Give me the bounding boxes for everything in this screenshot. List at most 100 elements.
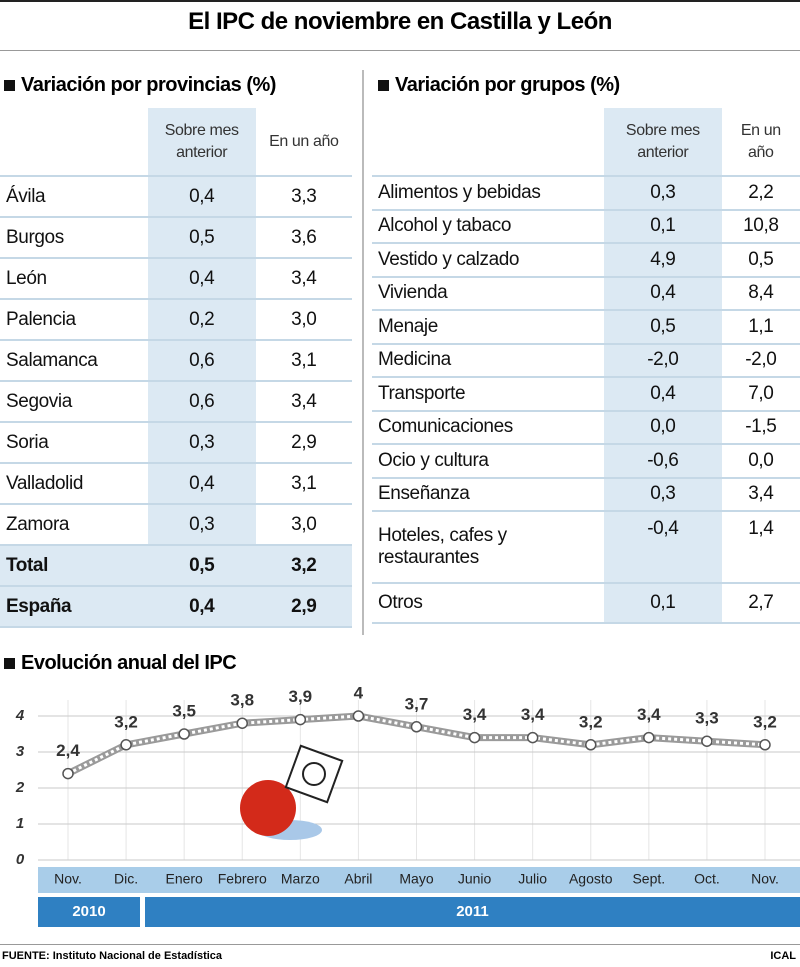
cell-value: 2,9	[255, 422, 352, 464]
table-row: Zamora 0,3 3,0	[0, 504, 352, 546]
cell-value: 1,4	[721, 511, 800, 584]
point	[468, 731, 481, 744]
cell-value: 2,9	[255, 586, 352, 628]
table-row: Menaje 0,5 1,1	[372, 310, 800, 345]
title: El IPC de noviembre en Castilla y León	[188, 8, 612, 35]
cell-value: 0,4	[604, 377, 722, 412]
point	[526, 731, 539, 744]
row-label: Valladolid	[0, 463, 148, 505]
table-row: Transporte 0,4 7,0	[372, 377, 800, 412]
cell-value: 3,4	[721, 477, 800, 512]
cell-value: 1,1	[721, 310, 800, 345]
point	[585, 739, 597, 751]
section-heading: Variación por grupos (%)	[378, 74, 620, 97]
cell-value: 0,5	[721, 243, 800, 278]
apple	[240, 780, 296, 836]
cell-value: 0,5	[604, 310, 722, 345]
row-label: Medicina	[372, 343, 605, 378]
cell-value: 0,1	[604, 583, 722, 624]
value-label: 3,7	[405, 694, 429, 713]
y-tick-label: 3	[16, 743, 25, 760]
cell-value: 4,9	[604, 243, 722, 278]
row-label: León	[0, 258, 148, 300]
header-cell	[372, 108, 605, 177]
cell-value: 0,6	[147, 381, 256, 423]
cell-value: 0,2	[147, 299, 256, 341]
table-row: Alcohol y tabaco 0,1 10,8	[372, 209, 800, 244]
heading-text: Variación por grupos (%)	[395, 74, 620, 96]
point	[120, 739, 132, 751]
value-label: 3,2	[114, 712, 138, 731]
x-tick-label: Marzo	[281, 871, 320, 887]
cell-value: 0,4	[147, 176, 256, 218]
value-label: 2,4	[56, 741, 80, 760]
cell-value: 0,4	[147, 463, 256, 505]
year-label: 2011	[456, 903, 489, 920]
table-row: Burgos 0,5 3,6	[0, 217, 352, 259]
row-label: Segovia	[0, 381, 148, 423]
cell-value: 3,1	[255, 463, 352, 505]
cell-value: 0,0	[604, 410, 722, 445]
column-header: Sobre mes anterior	[604, 108, 722, 177]
row-label: Palencia	[0, 299, 148, 341]
y-tick-label: 1	[16, 815, 24, 832]
cell-value: -0,6	[604, 444, 722, 479]
row-label: Vestido y calzado	[372, 243, 605, 278]
row-label: Otros	[372, 583, 605, 624]
cell-value: -2,0	[604, 343, 722, 378]
x-tick-label: Febrero	[218, 871, 267, 887]
row-label: Total	[0, 545, 148, 587]
point	[759, 739, 771, 751]
x-tick-label: Enero	[165, 871, 203, 887]
row-label: Zamora	[0, 504, 148, 546]
cell-value: 0,5	[147, 217, 256, 259]
category-band	[38, 867, 800, 893]
row-label: Burgos	[0, 217, 148, 259]
row-label: Vivienda	[372, 276, 605, 311]
x-tick-label: Oct.	[694, 871, 720, 887]
x-tick-label: Julio	[518, 871, 547, 887]
point	[178, 728, 190, 740]
cell-value: 0,0	[721, 444, 800, 479]
cell-value: 0,1	[604, 209, 722, 244]
x-tick-label: Sept.	[632, 871, 665, 887]
point	[62, 767, 74, 780]
cell-value: 8,4	[721, 276, 800, 311]
cell-value: 3,0	[255, 299, 352, 341]
cell-value: 0,3	[604, 477, 722, 512]
point	[643, 731, 655, 744]
x-tick-label: Nov.	[54, 871, 82, 887]
price-tag	[284, 744, 344, 804]
row-label: Transporte	[372, 377, 605, 412]
divider	[362, 70, 364, 635]
table-row: Enseñanza 0,3 3,4	[372, 477, 800, 512]
table-row: Salamanca 0,6 3,1	[0, 340, 352, 382]
y-tick-label: 0	[16, 851, 25, 868]
cell-value: 0,4	[147, 586, 256, 628]
table-row: Medicina -2,0 -2,0	[372, 343, 800, 378]
table-row: Vestido y calzado 4,9 0,5	[372, 243, 800, 278]
table-row: León 0,4 3,4	[0, 258, 352, 300]
x-tick-label: Abril	[344, 871, 372, 887]
x-tick-label: Dic.	[114, 871, 138, 887]
cell-value: 2,7	[721, 583, 800, 624]
x-tick-label: Agosto	[569, 871, 613, 887]
row-label: Enseñanza	[372, 477, 605, 512]
point	[410, 721, 423, 733]
column-header: Sobre mes anterior	[147, 108, 256, 177]
cell-value: -1,5	[721, 410, 800, 445]
x-tick-label: Nov.	[751, 871, 779, 887]
cell-value: 7,0	[721, 377, 800, 412]
point	[701, 735, 713, 747]
section-heading: Variación por provincias (%)	[4, 74, 276, 97]
section-heading: Evolución anual del IPC	[4, 652, 237, 675]
cell-value: 3,1	[255, 340, 352, 382]
table-provincias: Sobre mes anterior En un año Ávila 0,4 3,3 Bu…	[0, 108, 352, 628]
table-row: Segovia 0,6 3,4	[0, 381, 352, 423]
table-row: Palencia 0,2 3,0	[0, 299, 352, 341]
cell-value: 0,3	[147, 504, 256, 546]
point	[352, 710, 365, 722]
year-band	[145, 897, 800, 927]
x-tick-label: Junio	[458, 871, 492, 887]
